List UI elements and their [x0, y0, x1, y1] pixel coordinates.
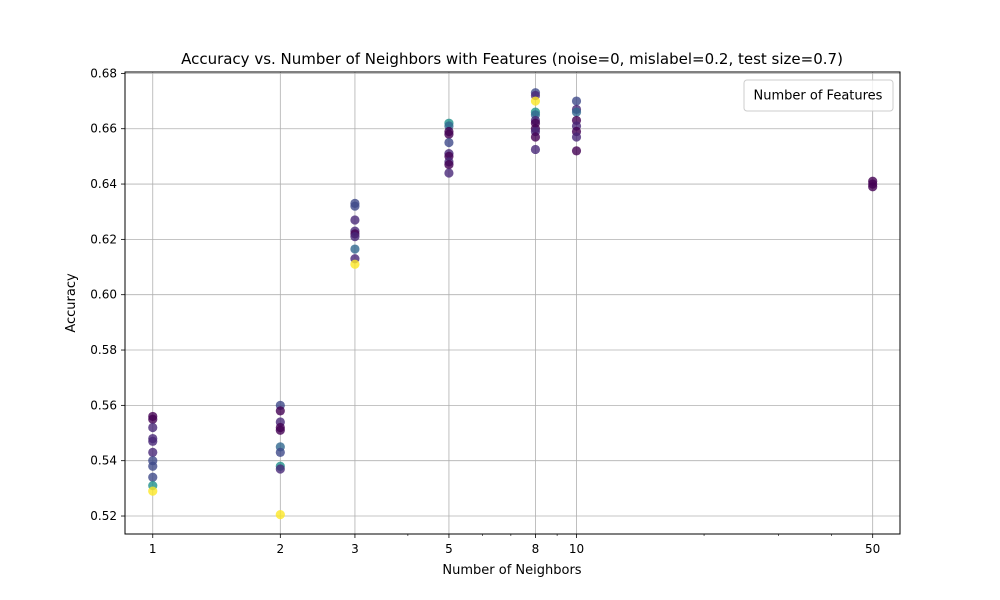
data-point [571, 96, 582, 106]
data-point [530, 96, 541, 106]
y-tick-label: 0.64 [90, 177, 117, 191]
x-tick-label: 1 [149, 542, 157, 556]
data-point [571, 132, 582, 142]
x-ticks: 1 2 3 5 8 10 50 [149, 534, 880, 556]
data-point [571, 107, 582, 117]
data-point [275, 464, 285, 474]
data-point [571, 146, 582, 156]
x-tick-label: 8 [532, 542, 540, 556]
data-point [275, 447, 285, 457]
data-point [350, 232, 360, 242]
data-point [148, 472, 158, 482]
data-point [148, 486, 158, 496]
data-point [350, 259, 360, 269]
y-tick-label: 0.58 [90, 343, 117, 357]
legend: Number of Features [743, 79, 894, 112]
y-tick-label: 0.52 [90, 509, 117, 523]
grid-lines [125, 72, 900, 534]
data-point [530, 144, 541, 155]
y-tick-label: 0.54 [90, 454, 117, 468]
data-point [350, 201, 360, 211]
y-tick-label: 0.60 [90, 288, 117, 302]
data-point [444, 168, 454, 178]
data-point [148, 447, 158, 457]
y-tick-label: 0.66 [90, 122, 117, 136]
x-tick-label: 50 [865, 542, 880, 556]
x-axis-label: Number of Neighbors [442, 563, 581, 578]
legend-box [743, 79, 894, 112]
x-tick-label: 3 [351, 542, 359, 556]
data-point [444, 137, 454, 148]
data-point [148, 461, 158, 471]
data-point [530, 132, 541, 142]
data-point [148, 436, 158, 446]
data-point [275, 406, 285, 416]
chart-title: Accuracy vs. Number of Neighbors with Fe… [181, 50, 843, 68]
data-points [148, 88, 878, 520]
data-point [275, 425, 285, 435]
x-tick-label: 2 [276, 542, 284, 556]
y-tick-label: 0.56 [90, 398, 117, 412]
y-axis-label: Accuracy [64, 273, 79, 333]
y-tick-label: 0.68 [90, 66, 117, 80]
data-point [275, 510, 285, 520]
x-tick-label: 10 [569, 542, 584, 556]
plot-frame [124, 71, 901, 535]
data-point [868, 182, 878, 192]
data-point [444, 160, 454, 170]
data-point [444, 129, 454, 139]
data-point [148, 414, 158, 424]
data-point [148, 422, 158, 433]
legend-title: Number of Features [754, 89, 883, 104]
data-point [350, 244, 360, 254]
y-tick-label: 0.62 [90, 232, 117, 246]
x-tick-label: 5 [445, 542, 453, 556]
y-ticks: 0.52 0.54 0.56 0.58 0.60 0.62 0.64 0.66 0.68 [90, 66, 125, 523]
data-point [350, 215, 360, 225]
